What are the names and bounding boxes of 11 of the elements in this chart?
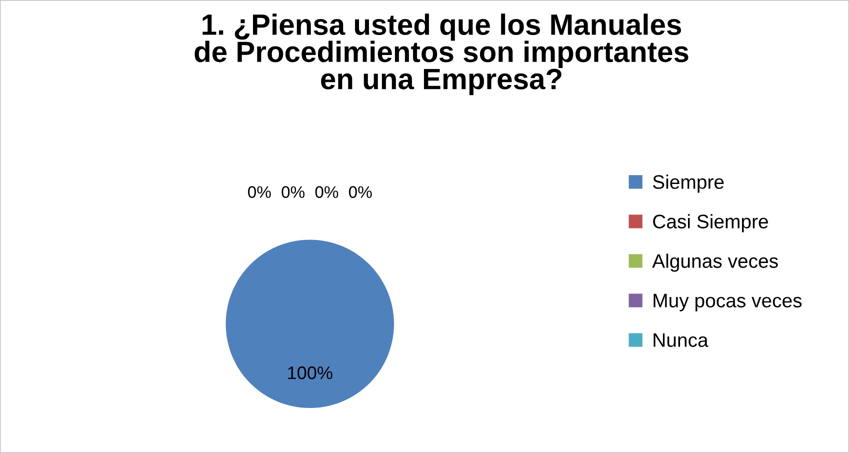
text: 0% (282, 186, 305, 198)
legend-label: Siempre (652, 174, 724, 193)
text: 0% (248, 186, 271, 198)
text: 0% (348, 186, 372, 198)
chart-title: 1. ¿Piensa usted que los Manuales de Procedimientos son importantes en una Empresa? (194, 14, 688, 96)
legend-label: Nunca (654, 333, 708, 347)
legend-label: Casi Siempre (653, 214, 768, 232)
legend-label: Muy pocas veces (654, 294, 802, 312)
text: 0% (315, 186, 338, 198)
legend-label: Algunas veces (652, 254, 778, 272)
data-label: 100% (288, 366, 332, 380)
